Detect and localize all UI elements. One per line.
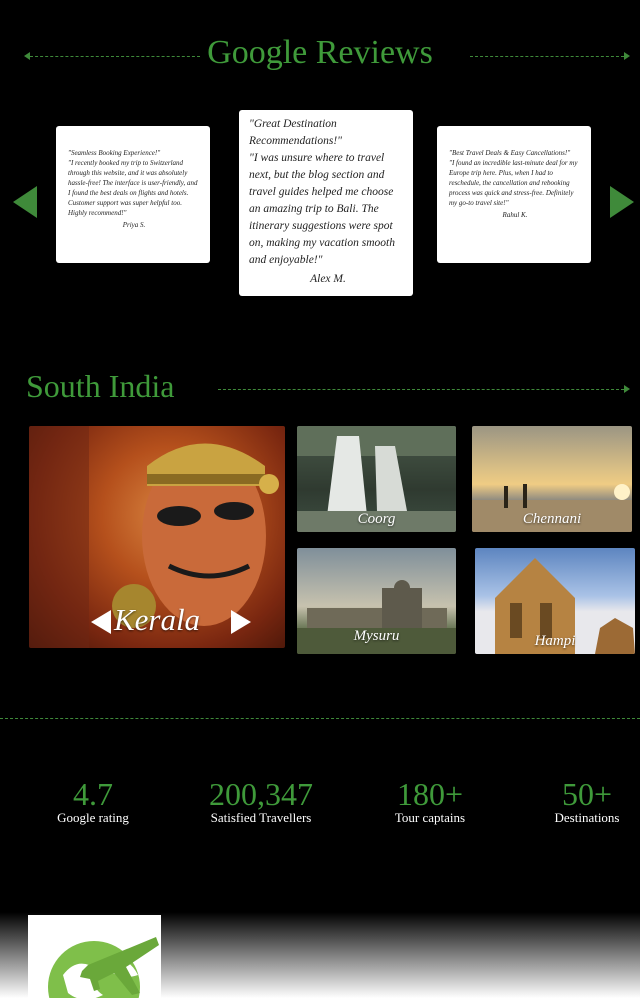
review-author: Alex M. (310, 273, 346, 285)
review-text: "Best Travel Deals & Easy Cancellations!… (449, 149, 578, 207)
section-divider (0, 718, 640, 719)
waterfall-image (297, 426, 456, 532)
tile-label: Coorg (357, 511, 396, 527)
reviews-title: Google Reviews (207, 34, 433, 71)
tile-label: Mysuru (353, 628, 400, 644)
stat-value: 200,347 (209, 776, 313, 812)
tile-mysuru[interactable]: Mysuru (297, 548, 456, 654)
beach-image (472, 484, 632, 532)
palace-image (297, 580, 456, 654)
globe-plane-logo-icon (48, 937, 159, 998)
stat-value: 180+ (396, 776, 464, 812)
kathakali-image (29, 426, 279, 648)
heading-line-right (470, 56, 624, 57)
review-card-featured: "Great Destination Recommendations!" "I … (239, 110, 413, 296)
review-card: "Best Travel Deals & Easy Cancellations!… (437, 126, 591, 263)
tile-hampi[interactable]: Hampi (475, 548, 635, 654)
review-text: "Great Destination Recommendations!" "I … (249, 118, 395, 266)
stat-value: 50+ (561, 776, 613, 812)
heading-arrow-left-icon (24, 52, 30, 60)
site-logo[interactable] (28, 915, 161, 998)
carousel-prev-icon[interactable] (13, 186, 37, 218)
heading-line-left (30, 56, 200, 57)
tile-coorg[interactable]: Coorg (297, 426, 456, 532)
south-india-title: South India (26, 368, 175, 404)
review-author: Priya S. (122, 221, 146, 229)
south-india-line (218, 389, 624, 390)
stat-label: Google rating (57, 810, 129, 825)
kerala-next-icon[interactable] (231, 610, 251, 634)
stat-label: Satisfied Travellers (210, 810, 312, 825)
tile-label: Chennani (522, 511, 582, 527)
temple-image (495, 558, 635, 654)
south-india-arrow-icon (624, 385, 630, 393)
stat-label: Tour captains (394, 810, 466, 825)
tile-kerala[interactable]: Kerala (29, 426, 285, 648)
stat-value: 4.7 (73, 776, 113, 812)
tile-label: Kerala (113, 602, 201, 637)
review-author: Rahul K. (502, 211, 528, 219)
heading-arrow-right-icon (624, 52, 630, 60)
tile-label: Hampi (534, 633, 576, 649)
review-card: "Seamless Booking Experience!" "I recent… (56, 126, 210, 263)
carousel-next-icon[interactable] (610, 186, 634, 218)
kerala-prev-icon[interactable] (91, 610, 111, 634)
stat-label: Destinations (554, 810, 620, 825)
review-text: "Seamless Booking Experience!" "I recent… (68, 149, 198, 217)
tile-chennani[interactable]: Chennani (472, 426, 632, 532)
